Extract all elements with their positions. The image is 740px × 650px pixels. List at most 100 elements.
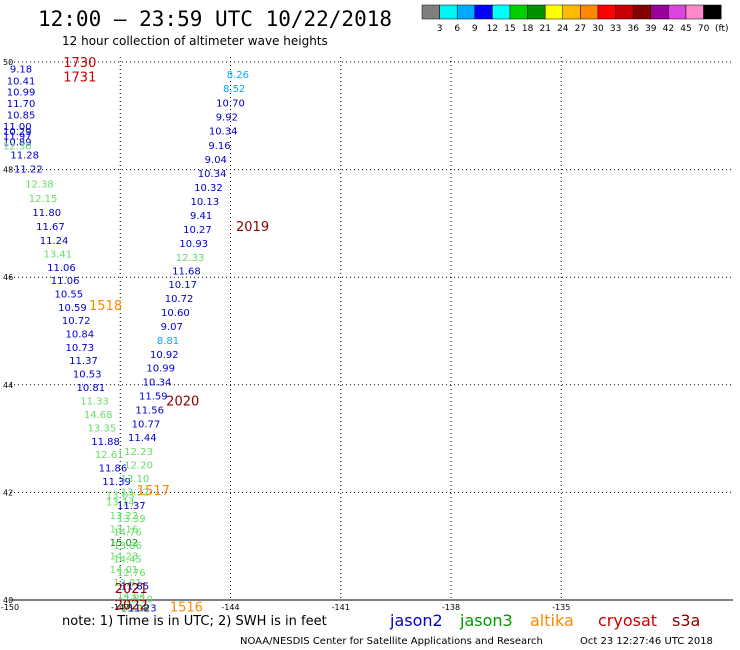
swh-label: 10.70 <box>216 98 245 109</box>
swh-label: 13.86 <box>113 541 142 552</box>
colorbar-swatch <box>615 4 634 20</box>
colorbar-label: 33 <box>610 24 621 34</box>
swh-label: 10.27 <box>183 225 212 236</box>
swh-label: 11.59 <box>139 392 168 403</box>
swh-label: 13.10 <box>121 474 150 485</box>
colorbar-swatch <box>703 4 722 20</box>
colorbar: 3 6 9 12 15 18 21 24 27 30 33 36 39 42 45 70 (ft) <box>421 4 729 34</box>
colorbar-swatch <box>439 4 458 20</box>
y-tick-label: 50 <box>3 58 13 67</box>
footer-timestamp: Oct 23 12:27:46 UTC 2018 <box>580 636 713 647</box>
time-annotation: 1517 <box>137 484 170 499</box>
swh-label: 14.45 <box>113 555 142 566</box>
swh-label: 11.44 <box>128 433 157 444</box>
swh-label: 12.20 <box>124 460 153 471</box>
colorbar-swatch <box>492 4 511 20</box>
swh-label: 8.26 <box>227 70 249 81</box>
x-tick-label: -135 <box>552 603 570 612</box>
legend-item: jason3 <box>459 611 513 630</box>
colorbar-swatch <box>544 4 564 20</box>
swh-label: 10.77 <box>132 420 161 431</box>
swh-label: 10.29 <box>3 127 32 138</box>
x-tick-label: -150 <box>1 603 19 612</box>
swh-label: 9.41 <box>190 211 212 222</box>
swh-label: 11.06 <box>51 276 80 287</box>
y-tick-label: 44 <box>3 381 13 390</box>
y-tick-label: 46 <box>3 273 13 282</box>
swh-label: 12.15 <box>29 194 58 205</box>
swh-label: 13.81 <box>113 578 142 589</box>
colorbar-label: 36 <box>627 24 639 34</box>
swh-label: 11.37 <box>69 356 98 367</box>
swh-label: 10.17 <box>168 280 197 291</box>
swh-label: 10.59 <box>58 303 87 314</box>
colorbar-label: 9 <box>472 24 478 34</box>
swh-label: 14.68 <box>84 410 113 421</box>
colorbar-swatch <box>527 4 546 20</box>
colorbar-swatch <box>580 4 599 20</box>
data-labels: 9.1810.4110.9911.7010.8511.0010.2911.971… <box>3 64 249 614</box>
time-annotation: 1731 <box>63 71 96 86</box>
swh-label: 10.85 <box>7 111 36 122</box>
swh-label: 13.14 <box>106 498 135 509</box>
swh-label: 8.52 <box>223 84 245 95</box>
swh-label: 10.41 <box>7 76 36 87</box>
swh-label: 10.32 <box>194 183 223 194</box>
time-annotation: 2020 <box>166 394 199 409</box>
colorbar-label: 39 <box>645 24 657 34</box>
swh-label: 11.37 <box>117 501 146 512</box>
swh-label: 13.39 <box>117 514 146 525</box>
colorbar-label: 24 <box>557 24 569 34</box>
y-tick-label: 48 <box>3 166 13 175</box>
footer-note: note: 1) Time is in UTC; 2) SWH is in fe… <box>62 614 327 629</box>
swh-label: 10.34 <box>143 378 172 389</box>
swh-label: 10.34 <box>209 126 238 137</box>
swh-label: 10.55 <box>54 289 83 300</box>
swh-label: 11.67 <box>36 222 65 233</box>
x-tick-label: -141 <box>332 603 350 612</box>
swh-label: 10.92 <box>150 350 179 361</box>
colorbar-swatch <box>421 4 440 20</box>
swh-label: 11.23 <box>128 604 157 615</box>
swh-label: 10.34 <box>198 169 227 180</box>
swh-label: 10.89 <box>3 138 32 149</box>
swh-label: 10.53 <box>73 370 102 381</box>
swh-label: 13.32 <box>121 487 150 498</box>
swh-label: 9.16 <box>208 141 230 152</box>
colorbar-swatch <box>632 4 652 20</box>
footer-credit: NOAA/NESDIS Center for Satellite Applica… <box>240 636 543 647</box>
swh-label: 14.76 <box>113 528 142 539</box>
swh-label: 9.92 <box>216 112 238 123</box>
legend-item: jason2 <box>389 611 443 630</box>
swh-label: 12.61 <box>95 450 124 461</box>
colorbar-swatch <box>474 4 493 20</box>
colorbar-label: 12 <box>487 24 498 34</box>
colorbar-swatch <box>668 4 687 20</box>
swh-label: 15.08 <box>121 604 150 615</box>
swh-label: 14.64 <box>117 591 146 602</box>
colorbar-label: 15 <box>504 24 515 34</box>
swh-label: 12.30 <box>3 141 32 152</box>
swh-label: 11.85 <box>121 581 150 592</box>
chart-title: 12:00 – 23:59 UTC 10/22/2018 <box>38 7 392 31</box>
swh-label: 11.70 <box>7 99 36 110</box>
swh-label: 10.72 <box>165 294 194 305</box>
x-tick-label: -147 <box>111 603 129 612</box>
swh-label: 11.00 <box>3 122 32 133</box>
time-annotation: 1516 <box>170 600 203 615</box>
colorbar-label: 70 <box>698 24 710 34</box>
swh-label: 8.81 <box>157 336 179 347</box>
swh-label: 14.01 <box>110 565 139 576</box>
y-tick-label: 42 <box>3 488 13 497</box>
swh-label: 11.68 <box>172 267 201 278</box>
swh-label: 11.22 <box>14 165 43 176</box>
swh-label: 13.16 <box>110 524 139 535</box>
swh-label: 14.23 <box>110 551 139 562</box>
colorbar-label: 6 <box>454 24 460 34</box>
swh-label: 11.39 <box>102 477 131 488</box>
swh-label: 11.56 <box>135 406 164 417</box>
legend: jason2 jason3 altika cryosat s3a <box>389 611 700 630</box>
swh-label: 13.22 <box>110 511 139 522</box>
